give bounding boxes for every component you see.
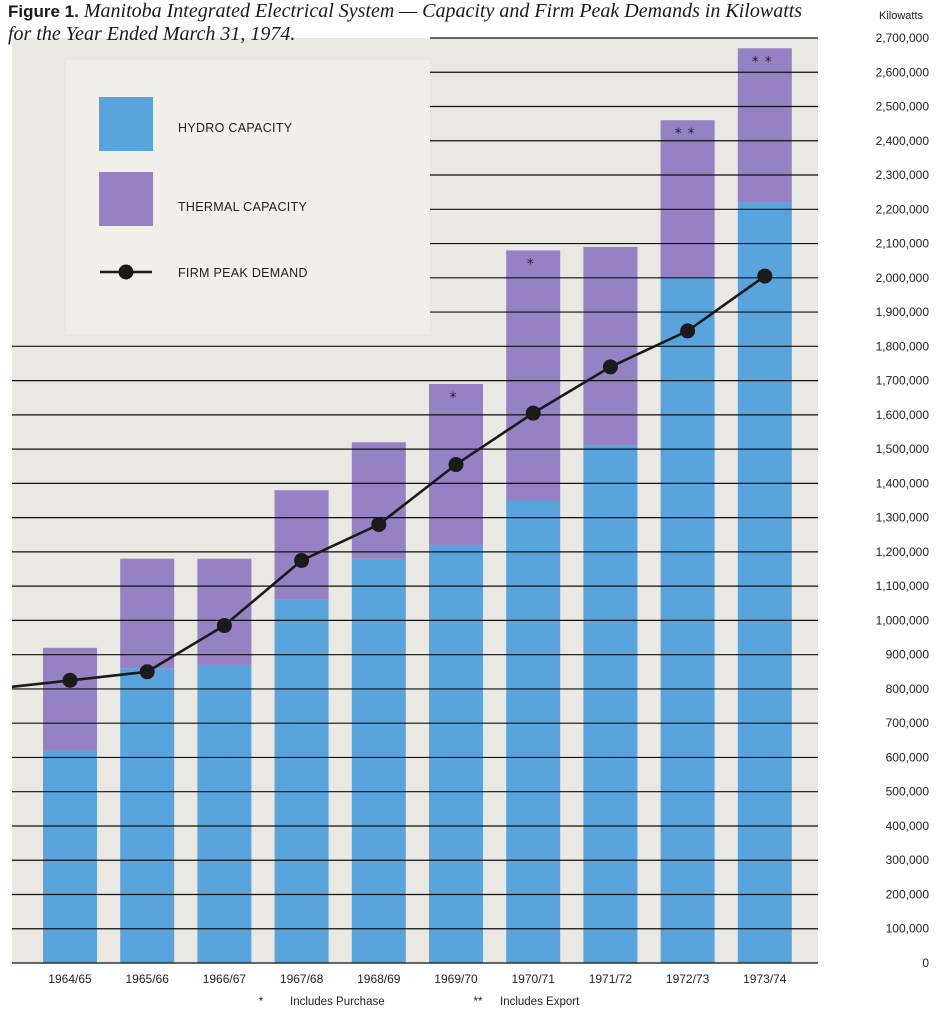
x-category-label: 1968/69	[357, 972, 401, 986]
y-tick-label: 700,000	[886, 716, 930, 730]
bars-layer	[43, 48, 792, 963]
figure-title: Figure 1. Manitoba Integrated Electrical…	[8, 0, 808, 45]
hydro-bar	[274, 599, 329, 963]
demand-point	[294, 552, 310, 568]
y-tick-label: 2,300,000	[876, 168, 930, 182]
y-tick-label: 2,500,000	[876, 100, 930, 114]
y-axis-unit-label: Kilowatts	[879, 10, 924, 22]
y-tick-label: 600,000	[886, 750, 930, 764]
demand-point	[139, 664, 155, 680]
y-tick-label: 2,400,000	[876, 134, 930, 148]
legend-demand-marker	[118, 264, 134, 280]
hydro-bar	[583, 445, 638, 963]
x-category-label: 1965/66	[126, 972, 170, 986]
y-tick-label: 1,500,000	[876, 442, 930, 456]
legend-thermal-label: THERMAL CAPACITY	[178, 200, 307, 214]
x-category-label: 1971/72	[589, 972, 633, 986]
demand-point	[525, 405, 541, 421]
y-tick-label: 1,400,000	[876, 476, 930, 490]
y-tick-label: 1,600,000	[876, 408, 930, 422]
y-tick-label: 2,600,000	[876, 65, 930, 79]
bar-marker: **	[675, 126, 701, 142]
y-tick-label: 200,000	[886, 887, 930, 901]
legend-thermal-swatch	[99, 172, 153, 226]
y-tick-label: 1,100,000	[876, 579, 930, 593]
footnotes: * Includes Purchase ** Includes Export	[259, 996, 580, 1008]
footnote-purchase-label: Includes Purchase	[290, 996, 385, 1008]
thermal-bar	[120, 558, 175, 669]
y-tick-label: 2,000,000	[876, 271, 930, 285]
x-category-label: 1973/74	[743, 972, 787, 986]
footnote-export-label: Includes Export	[500, 996, 580, 1008]
y-tick-label: 1,300,000	[876, 511, 930, 525]
thermal-bar	[737, 48, 792, 203]
legend-demand-label: FIRM PEAK DEMAND	[178, 266, 308, 280]
y-tick-label: 2,200,000	[876, 202, 930, 216]
demand-point	[448, 457, 464, 473]
bar-marker: **	[752, 54, 778, 70]
bar-marker: *	[450, 390, 463, 406]
demand-point	[62, 672, 78, 688]
x-category-label: 1972/73	[666, 972, 710, 986]
demand-point	[757, 268, 773, 284]
legend-hydro-label: HYDRO CAPACITY	[178, 121, 293, 135]
thermal-bar	[197, 558, 252, 665]
y-tick-label: 300,000	[886, 853, 930, 867]
thermal-bar	[274, 490, 329, 600]
figure-caption: Manitoba Integrated Electrical System — …	[8, 0, 803, 45]
grid-layer	[12, 37, 818, 964]
hydro-bar	[429, 545, 483, 963]
footnote-purchase-symbol: *	[259, 996, 264, 1008]
thermal-bar	[351, 442, 406, 559]
x-category-label: 1964/65	[48, 972, 92, 986]
footnote-export-symbol: **	[474, 996, 483, 1008]
hydro-bar	[506, 500, 561, 963]
demand-point	[680, 323, 696, 339]
bar-markers-layer: ******	[450, 54, 778, 406]
demand-line-layer	[11, 268, 773, 689]
demand-point	[216, 618, 232, 634]
y-tick-label: 400,000	[886, 819, 930, 833]
bar-marker: *	[527, 256, 540, 272]
legend-hydro-swatch	[99, 97, 153, 151]
demand-point	[602, 359, 618, 375]
y-tick-label: 900,000	[886, 648, 930, 662]
y-tick-label: 1,700,000	[876, 374, 930, 388]
demand-point	[371, 516, 387, 532]
y-axis-tick-labels: 0 100,000 200,000 300,000 400,000 500,000 600,…	[876, 31, 930, 970]
y-tick-label: 100,000	[886, 922, 930, 936]
hydro-bar	[43, 750, 97, 963]
x-category-label: 1970/71	[512, 972, 556, 986]
y-tick-label: 1,000,000	[876, 613, 930, 627]
x-axis-category-labels: 1964/65 1965/66 1966/67 1967/68 1968/69 1969/…	[48, 972, 787, 986]
y-tick-label: 0	[922, 956, 929, 970]
thermal-bar	[506, 250, 561, 501]
hydro-bar	[120, 668, 175, 963]
hydro-bar	[197, 664, 252, 963]
y-tick-label: 2,700,000	[876, 31, 930, 45]
x-category-label: 1969/70	[434, 972, 478, 986]
y-tick-label: 1,800,000	[876, 339, 930, 353]
thermal-bar	[43, 647, 97, 751]
thermal-bar	[660, 120, 715, 278]
figure-number: Figure 1.	[8, 2, 79, 21]
legend: HYDRO CAPACITY THERMAL CAPACITY FIRM PEA…	[99, 97, 308, 280]
y-tick-label: 2,100,000	[876, 237, 930, 251]
y-tick-label: 1,900,000	[876, 305, 930, 319]
y-tick-label: 500,000	[886, 785, 930, 799]
hydro-bar	[351, 558, 406, 963]
x-category-label: 1967/68	[280, 972, 324, 986]
hydro-bar	[737, 202, 792, 963]
x-category-label: 1966/67	[203, 972, 247, 986]
y-tick-label: 1,200,000	[876, 545, 930, 559]
y-tick-label: 800,000	[886, 682, 930, 696]
